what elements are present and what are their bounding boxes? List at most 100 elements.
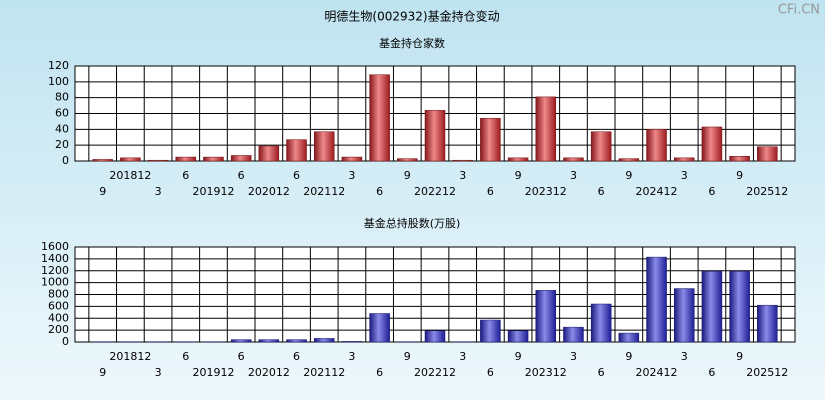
x-tick-label: 202112 [303,185,345,198]
bar [757,146,778,162]
chart-title: 基金持仓家数 [379,36,445,50]
y-tick-label: 600 [48,299,69,312]
bar [341,156,363,162]
x-tick-label: 6 [182,350,189,363]
bar [120,157,141,162]
y-tick-label: 20 [55,138,69,151]
bar [258,145,280,162]
y-tick-label: 1000 [41,276,69,289]
bar [646,256,667,343]
y-tick-label: 80 [55,91,69,104]
bar [618,332,640,343]
bar [341,341,363,343]
bar [313,338,335,343]
x-tick-label: 9 [404,350,411,363]
x-tick-label: 6 [598,185,605,198]
x-tick-label: 202312 [525,366,567,379]
bar [175,156,197,162]
y-tick-label: 1200 [41,264,69,277]
x-tick-label: 9 [404,169,411,182]
x-tick-label: 3 [459,169,466,182]
y-tick-label: 40 [55,122,69,135]
x-tick-label: 6 [708,366,715,379]
bar [203,156,224,162]
x-tick-label: 202412 [636,366,678,379]
x-tick-label: 9 [99,185,106,198]
x-tick-label: 6 [487,185,494,198]
bar [424,330,446,343]
x-tick-label: 202512 [746,185,788,198]
x-tick-label: 201912 [192,366,234,379]
bar [369,74,390,162]
bar [230,155,252,162]
x-tick-label: 6 [376,185,383,198]
x-tick-label: 9 [515,350,522,363]
bar [230,339,252,343]
x-tick-label: 202012 [248,185,290,198]
x-tick-label: 201912 [192,185,234,198]
x-tick-label: 3 [570,169,577,182]
bar [313,131,335,162]
x-tick-label: 9 [99,366,106,379]
bar [258,339,280,343]
bar [286,339,307,343]
x-tick-label: 9 [736,350,743,363]
bar [424,110,446,162]
bar [92,159,113,162]
y-tick-label: 1400 [41,252,69,265]
x-tick-label: 202112 [303,366,345,379]
x-tick-label: 202212 [414,366,456,379]
x-tick-label: 9 [515,169,522,182]
x-tick-label: 6 [293,169,300,182]
bar [646,129,667,162]
x-tick-label: 201812 [109,169,151,182]
x-tick-label: 9 [625,169,632,182]
bar [369,313,390,343]
x-tick-label: 202312 [525,185,567,198]
y-tick-label: 0 [62,154,69,167]
bar [618,158,640,162]
bar [757,304,778,343]
x-tick-label: 3 [681,169,688,182]
bar [729,271,750,343]
bar [452,159,473,162]
bar [507,330,529,343]
bar [673,157,695,162]
bar [729,156,750,162]
x-tick-label: 3 [155,185,162,198]
bar [590,303,612,343]
y-tick-label: 0 [62,335,69,348]
y-tick-label: 400 [48,311,69,324]
x-tick-label: 3 [459,350,466,363]
x-tick-label: 6 [598,366,605,379]
y-tick-label: 60 [55,107,69,120]
bar [673,288,695,343]
x-tick-label: 9 [736,169,743,182]
chart-title: 基金总持股数(万股) [364,216,461,230]
x-tick-label: 6 [376,366,383,379]
x-tick-label: 6 [708,185,715,198]
x-tick-label: 6 [293,350,300,363]
bar [701,271,723,343]
bar [590,131,612,162]
bar [147,159,169,162]
x-tick-label: 3 [681,350,688,363]
bar [397,158,418,162]
y-tick-label: 100 [48,75,69,88]
y-tick-label: 800 [48,288,69,301]
x-tick-label: 6 [487,366,494,379]
x-tick-label: 6 [182,169,189,182]
bar [563,326,584,343]
x-tick-label: 6 [238,169,245,182]
x-tick-label: 201812 [109,350,151,363]
bar [286,139,307,162]
page-title: 明德生物(002932)基金持仓变动 [324,9,499,24]
bar [535,290,557,343]
x-tick-label: 3 [155,366,162,379]
x-tick-label: 3 [570,350,577,363]
x-tick-label: 202012 [248,366,290,379]
y-tick-label: 120 [48,59,69,72]
bar [535,96,557,162]
x-tick-label: 202412 [636,185,678,198]
